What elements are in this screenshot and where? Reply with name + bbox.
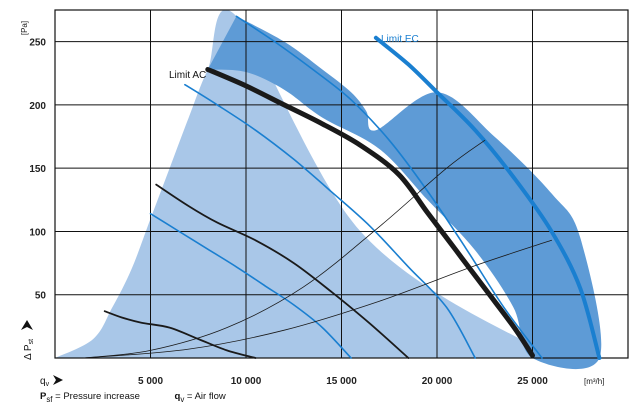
dp-subscript: st [28, 339, 35, 345]
curve-black-4 [155, 183, 410, 359]
curve-blue-2 [235, 15, 543, 359]
y-tick-label: 100 [29, 227, 46, 238]
x-axis-symbol: qv [40, 375, 63, 388]
x-tick-label: 20 000 [422, 376, 453, 387]
y-tick-label: 50 [35, 291, 47, 302]
curve-system-8 [83, 239, 552, 359]
y-axis-symbol: Δ Pst [21, 320, 35, 360]
curves [83, 15, 602, 360]
fan-performance-chart: 5 000 10 000 15 000 20 000 25 000 50 100 150 200… [20, 9, 629, 388]
dp-symbol: Δ P [23, 344, 34, 360]
svg-text:Δ Pst: Δ Pst [23, 339, 35, 360]
qv-symbol: q [40, 376, 46, 387]
ac-operating-region [55, 9, 600, 359]
y-unit-label: [Pa] [20, 21, 29, 35]
plot-frame [54, 9, 629, 359]
curve-system-7 [83, 139, 486, 359]
x-tick-label: 25 000 [517, 376, 548, 387]
svg-text:qv: qv [40, 376, 50, 388]
y-tick-label: 250 [29, 38, 46, 49]
x-axis-arrow-icon [53, 375, 63, 385]
x-tick-label: 15 000 [326, 376, 357, 387]
y-axis-arrow-icon [21, 320, 33, 330]
curve-limit-ac-0 [205, 67, 535, 358]
qv-subscript: v [46, 381, 50, 388]
legend: Psf = Pressure increase qv = Air flow [40, 391, 258, 404]
curve-blue-5 [149, 212, 352, 359]
curve-blue-3 [184, 83, 476, 359]
legend-pressure: Psf = Pressure increase [40, 391, 140, 404]
x-tick-label: 10 000 [231, 376, 262, 387]
curve-black-6 [103, 310, 257, 359]
y-tick-label: 150 [29, 164, 46, 175]
x-tick-label: 5 000 [138, 376, 163, 387]
curve-limit-ec-1 [373, 35, 602, 360]
x-unit-label: [m³/h] [584, 377, 604, 386]
limit-ac-label: Limit AC [169, 70, 206, 81]
limit-ec-label: Limit EC [381, 34, 419, 45]
legend-airflow: qv = Air flow [174, 391, 226, 404]
y-tick-label: 200 [29, 101, 46, 112]
tick-labels: 5 000 10 000 15 000 20 000 25 000 50 100 150 200… [29, 38, 548, 387]
grid [54, 9, 629, 359]
